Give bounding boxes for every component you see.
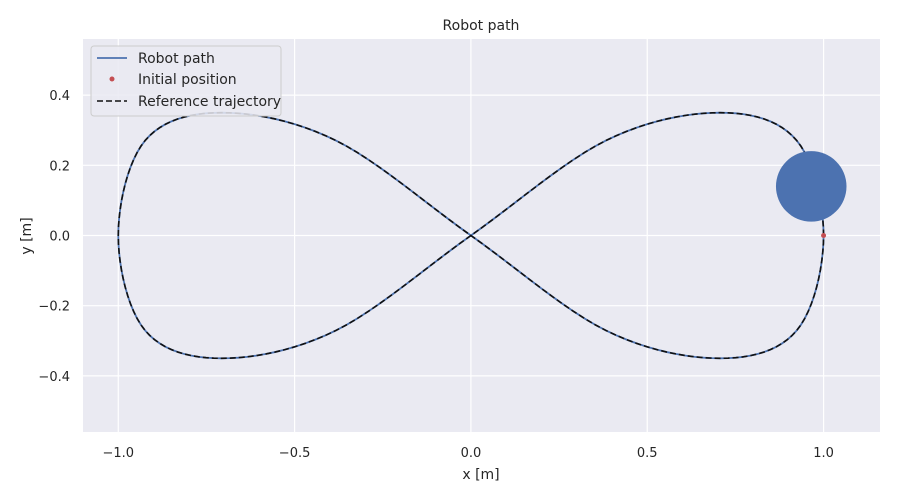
y-tick-label: 0.0	[49, 230, 70, 245]
reference-trajectory-line	[117, 111, 825, 360]
series-layer	[117, 111, 847, 360]
y-tick-label: 0.2	[49, 159, 70, 174]
chart-title: Robot path	[443, 18, 520, 34]
legend-label-reference-trajectory: Reference trajectory	[138, 94, 281, 110]
tick-labels: −1.0 −0.5 0.0 0.5 1.0 −0.4 −0.2 0.0 0.2 0.4	[38, 89, 833, 461]
x-tick-label: 0.0	[461, 446, 482, 461]
x-axis-label: x [m]	[462, 467, 499, 483]
y-tick-label: −0.4	[38, 370, 70, 385]
robot-disc	[775, 151, 847, 222]
x-tick-label: −0.5	[279, 446, 311, 461]
x-tick-label: 0.5	[637, 446, 658, 461]
legend-swatch-initial-position	[109, 76, 115, 82]
legend-label-robot-path: Robot path	[138, 51, 215, 67]
legend-label-initial-position: Initial position	[138, 72, 237, 88]
initial-position-point	[821, 233, 827, 238]
y-tick-label: −0.2	[38, 300, 70, 315]
legend-box	[90, 45, 282, 117]
legend: Robot path Initial position Reference tr…	[90, 45, 282, 117]
x-tick-label: 1.0	[813, 446, 834, 461]
x-tick-label: −1.0	[102, 446, 134, 461]
y-tick-label: 0.4	[49, 89, 70, 104]
y-axis-label: y [m]	[19, 217, 35, 254]
